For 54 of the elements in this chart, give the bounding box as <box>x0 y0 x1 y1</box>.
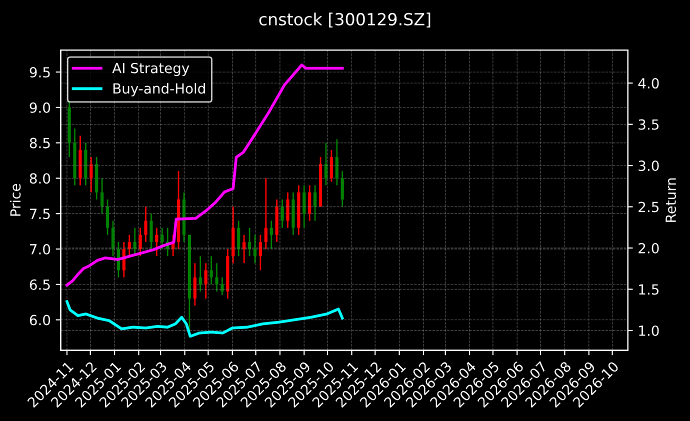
y2-tick-label: 3.0 <box>638 160 659 172</box>
candlestick <box>264 178 268 250</box>
candlestick <box>286 192 290 228</box>
candlestick <box>90 156 93 194</box>
candlestick <box>193 262 196 306</box>
y-axis-title: Price <box>10 184 21 216</box>
y2-axis-title: Return <box>666 178 676 222</box>
candlestick <box>138 227 142 257</box>
chart-title: cnstock [300129.SZ] <box>259 12 430 28</box>
legend-label: Buy-and-Hold <box>113 82 205 96</box>
candlestick <box>313 184 317 222</box>
y-tick-label: 9.5 <box>30 67 50 78</box>
candlestick <box>155 227 158 257</box>
candlestick <box>204 262 208 300</box>
candlestick <box>144 206 148 243</box>
candlestick <box>215 262 218 292</box>
y-tick-label: 6.0 <box>30 314 50 326</box>
line-series <box>66 64 344 287</box>
y2-tick-label: 2.5 <box>638 202 658 212</box>
candlestick <box>324 142 328 186</box>
line-series <box>66 300 344 338</box>
y2-tick-label: 1.5 <box>639 284 658 295</box>
y2-tick-label: 1.0 <box>639 325 659 336</box>
y-tick-label: 7.0 <box>30 244 50 255</box>
candlestick <box>308 184 312 222</box>
candlestick <box>106 198 110 236</box>
candlestick <box>302 184 306 228</box>
y2-tick-label: 4.0 <box>638 78 659 89</box>
candlestick <box>335 138 338 186</box>
y2-tick-label: 3.5 <box>638 119 658 130</box>
candlestick <box>237 220 240 257</box>
y-tick-label: 6.5 <box>30 279 50 290</box>
candlestick <box>100 178 104 214</box>
candlestick <box>128 234 131 257</box>
legend-label: AI Strategy <box>112 62 190 76</box>
candlestick <box>340 170 344 208</box>
candlestick <box>111 220 115 257</box>
y-tick-label: 8.5 <box>30 138 50 148</box>
y-tick-label: 7.5 <box>30 208 50 220</box>
candlestick <box>242 234 246 264</box>
candlestick <box>330 149 333 182</box>
candlestick <box>150 212 153 250</box>
candlestick <box>198 255 202 292</box>
candlestick <box>160 227 164 250</box>
candlestick <box>270 220 273 250</box>
y-tick-label: 8.0 <box>30 173 50 184</box>
candlestick <box>210 255 213 286</box>
y-tick-label: 9.0 <box>30 102 50 113</box>
candlestick <box>248 227 252 257</box>
candlestick <box>280 198 284 228</box>
y2-tick-label: 2.0 <box>638 242 659 254</box>
candlestick <box>220 276 224 296</box>
candlestick <box>258 234 262 271</box>
candlestick <box>253 234 257 264</box>
